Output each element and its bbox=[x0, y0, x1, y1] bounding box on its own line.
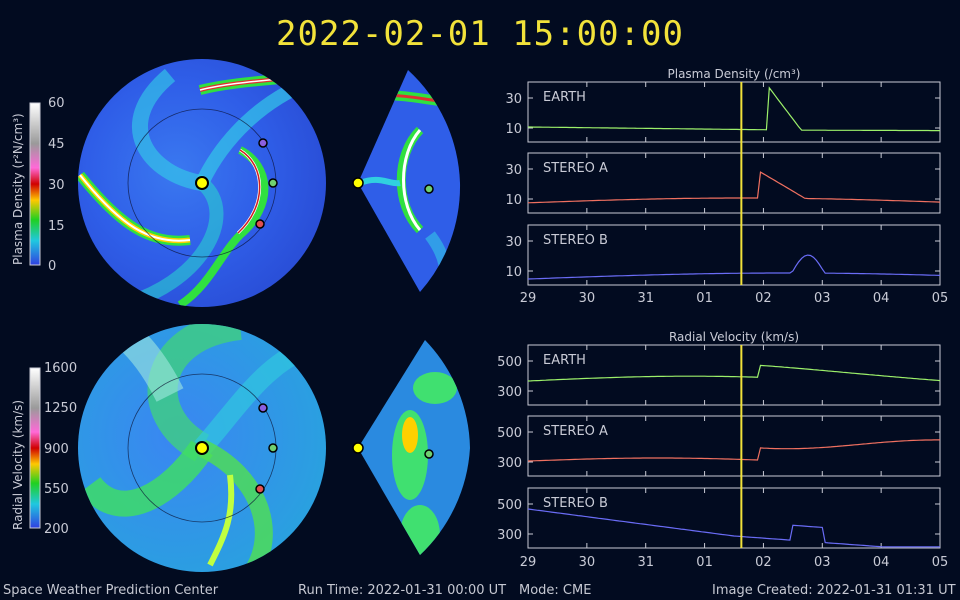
plot-frame bbox=[527, 224, 941, 286]
plot-frame bbox=[527, 344, 941, 406]
x-tick-label: 31 bbox=[637, 555, 654, 570]
x-tick-label: 29 bbox=[520, 291, 537, 306]
footer-mode: Mode: CME bbox=[519, 583, 592, 598]
row-label: EARTH bbox=[543, 90, 586, 105]
cb-tick: 1600 bbox=[44, 361, 77, 376]
x-tick-label: 31 bbox=[637, 291, 654, 306]
cb-tick: 45 bbox=[48, 137, 65, 152]
velocity-colorbar: 1600 1250 900 550 200 Radial Velocity (k… bbox=[11, 361, 77, 537]
cb-tick: 900 bbox=[44, 442, 69, 457]
x-tick-label: 30 bbox=[579, 291, 596, 306]
cb-tick: 550 bbox=[44, 482, 69, 497]
x-tick-label: 04 bbox=[873, 291, 890, 306]
x-tick-label: 01 bbox=[696, 555, 713, 570]
time-series-panels: Plasma Density (/cm³) EARTH 30 10 STEREO A 30… bbox=[497, 67, 949, 570]
plot-frame bbox=[527, 81, 941, 143]
earth-marker bbox=[268, 178, 278, 188]
panel-title: Radial Velocity (km/s) bbox=[669, 330, 799, 344]
series-line bbox=[528, 86, 940, 132]
row-label: EARTH bbox=[543, 353, 586, 368]
x-tick-label: 03 bbox=[814, 555, 831, 570]
density-ecliptic-disk bbox=[78, 59, 326, 307]
series-line bbox=[527, 171, 941, 204]
plot-frame bbox=[527, 487, 941, 549]
plot-frame bbox=[527, 152, 941, 214]
y-tick-label: 300 bbox=[497, 385, 522, 400]
y-tick-label: 500 bbox=[497, 355, 522, 370]
y-tick-label: 30 bbox=[505, 235, 522, 250]
x-tick-label: 02 bbox=[755, 291, 772, 306]
footer-run-time: Run Time: 2022-01-31 00:00 UT bbox=[298, 583, 507, 598]
x-tick-label: 03 bbox=[814, 291, 831, 306]
x-tick-label: 05 bbox=[932, 291, 949, 306]
row-label: STEREO A bbox=[543, 424, 608, 439]
row-label: STEREO B bbox=[543, 233, 608, 248]
footer-org: Space Weather Prediction Center bbox=[3, 583, 219, 598]
series-line bbox=[527, 364, 941, 382]
x-tick-label: 04 bbox=[873, 555, 890, 570]
x-tick-label: 05 bbox=[932, 555, 949, 570]
y-tick-label: 30 bbox=[505, 92, 522, 107]
y-tick-label: 300 bbox=[497, 456, 522, 471]
y-tick-label: 500 bbox=[497, 498, 522, 513]
y-tick-label: 300 bbox=[497, 528, 522, 543]
series-line bbox=[527, 254, 941, 280]
sun-marker bbox=[195, 176, 209, 190]
cb-tick: 30 bbox=[48, 178, 65, 193]
cb-tick: 1250 bbox=[44, 401, 77, 416]
x-tick-label: 29 bbox=[520, 555, 537, 570]
y-tick-label: 10 bbox=[505, 193, 522, 208]
stereo-a-marker bbox=[258, 138, 268, 148]
y-tick-label: 30 bbox=[505, 163, 522, 178]
velocity-ecliptic-disk bbox=[78, 324, 326, 572]
y-tick-label: 500 bbox=[497, 426, 522, 441]
density-meridional-wedge bbox=[352, 70, 461, 292]
row-label: STEREO A bbox=[543, 161, 608, 176]
cb-tick: 0 bbox=[48, 259, 56, 274]
cb-tick: 200 bbox=[44, 522, 69, 537]
series-line bbox=[527, 439, 940, 462]
y-tick-label: 10 bbox=[505, 122, 522, 137]
plot-frame bbox=[527, 415, 941, 477]
velocity-colorbar-label: Radial Velocity (km/s) bbox=[11, 400, 25, 530]
timestamp-title: 2022-02-01 15:00:00 bbox=[276, 14, 684, 54]
panel-title: Plasma Density (/cm³) bbox=[668, 67, 801, 81]
cb-tick: 15 bbox=[48, 219, 65, 234]
cb-tick: 60 bbox=[48, 96, 65, 111]
stereo-b-marker bbox=[255, 219, 265, 229]
velocity-meridional-wedge bbox=[352, 340, 470, 555]
x-tick-label: 01 bbox=[696, 291, 713, 306]
model-images: 60 45 30 15 0 Plasma Density (r²N/cm³) 1… bbox=[11, 59, 470, 572]
x-tick-label: 30 bbox=[579, 555, 596, 570]
density-colorbar: 60 45 30 15 0 Plasma Density (r²N/cm³) bbox=[11, 96, 65, 274]
y-tick-label: 10 bbox=[505, 265, 522, 280]
footer-created: Image Created: 2022-01-31 01:31 UT bbox=[712, 583, 956, 598]
density-colorbar-label: Plasma Density (r²N/cm³) bbox=[11, 113, 25, 265]
row-label: STEREO B bbox=[543, 496, 608, 511]
series-line bbox=[527, 508, 940, 548]
x-tick-label: 02 bbox=[755, 555, 772, 570]
